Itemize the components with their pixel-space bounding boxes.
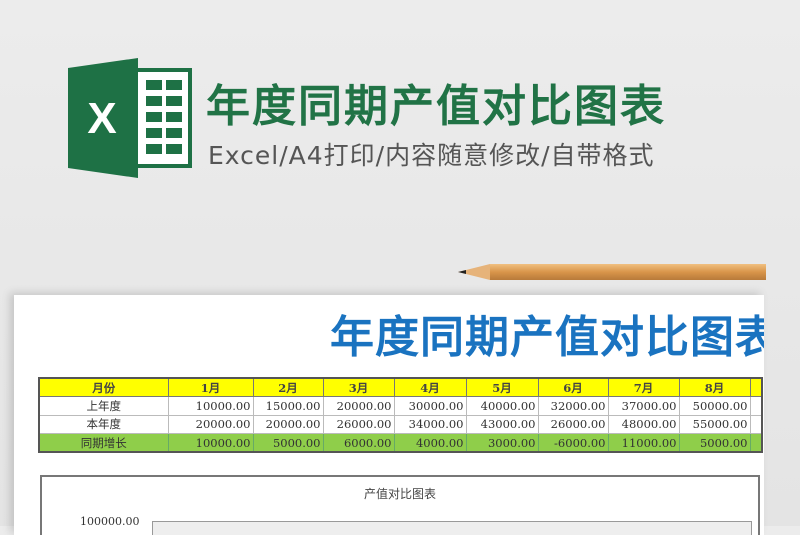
cell: 6000.00 xyxy=(322,433,395,453)
chart-title: 产值对比图表 xyxy=(363,487,436,501)
cell: 5000.00 xyxy=(252,433,324,453)
cell: 43000.00 xyxy=(465,414,539,434)
cell: 40000.00 xyxy=(465,396,539,416)
chart-area: 产值对比图表 100000.00 xyxy=(40,475,760,535)
table-header-row: 月份 1月 2月 3月 4月 5月 6月 7月 8月 xyxy=(38,377,763,397)
cell: 10000.00 xyxy=(167,396,254,416)
cell xyxy=(749,433,763,453)
table-row: 本年度 20000.00 20000.00 26000.00 34000.00 … xyxy=(38,414,763,434)
column-header: 3月 xyxy=(322,377,395,397)
plot-area xyxy=(152,521,752,535)
cell: 48000.00 xyxy=(607,414,680,434)
cell: 30000.00 xyxy=(393,396,467,416)
cell: 15000.00 xyxy=(252,396,324,416)
column-header: 8月 xyxy=(678,377,751,397)
pencil-icon xyxy=(458,264,766,280)
column-header: 1月 xyxy=(167,377,254,397)
cell: 26000.00 xyxy=(537,414,609,434)
cell: 20000.00 xyxy=(322,396,395,416)
cell: 11000.00 xyxy=(607,433,680,453)
cell: 34000.00 xyxy=(393,414,467,434)
y-axis-max-label: 100000.00 xyxy=(80,515,140,528)
column-header: 7月 xyxy=(607,377,680,397)
excel-logo-icon: X xyxy=(68,58,192,178)
column-header: 5月 xyxy=(465,377,539,397)
column-header: 月份 xyxy=(38,377,169,397)
row-label: 本年度 xyxy=(38,414,169,434)
row-label: 同期增长 xyxy=(38,433,169,453)
table-row: 上年度 10000.00 15000.00 20000.00 30000.00 … xyxy=(38,396,763,416)
cell: 10000.00 xyxy=(167,433,254,453)
page-title: 年度同期产值对比图表 xyxy=(206,81,666,132)
sheet-title: 年度同期产值对比图表 xyxy=(330,312,764,363)
cell xyxy=(749,396,763,416)
cell: 5000.00 xyxy=(678,433,751,453)
cell: 50000.00 xyxy=(678,396,751,416)
cell xyxy=(749,414,763,434)
column-header: 6月 xyxy=(537,377,609,397)
column-header: 4月 xyxy=(393,377,467,397)
cell: 4000.00 xyxy=(393,433,467,453)
page-subtitle: Excel/A4打印/内容随意修改/自带格式 xyxy=(208,141,655,170)
spreadsheet-preview: 年度同期产值对比图表 月份 1月 2月 3月 4月 5月 6月 7月 8月 上年… xyxy=(14,295,764,535)
cell: 26000.00 xyxy=(322,414,395,434)
data-table: 月份 1月 2月 3月 4月 5月 6月 7月 8月 上年度 10000.00 … xyxy=(38,377,763,453)
column-header xyxy=(749,377,763,397)
cell: 20000.00 xyxy=(252,414,324,434)
column-header: 2月 xyxy=(252,377,324,397)
cell: 37000.00 xyxy=(607,396,680,416)
cell: 20000.00 xyxy=(167,414,254,434)
table-row-growth: 同期增长 10000.00 5000.00 6000.00 4000.00 30… xyxy=(38,433,763,453)
cell: 3000.00 xyxy=(465,433,539,453)
cell: -6000.00 xyxy=(537,433,609,453)
svg-text:X: X xyxy=(87,94,116,143)
row-label: 上年度 xyxy=(38,396,169,416)
cell: 32000.00 xyxy=(537,396,609,416)
cell: 55000.00 xyxy=(678,414,751,434)
